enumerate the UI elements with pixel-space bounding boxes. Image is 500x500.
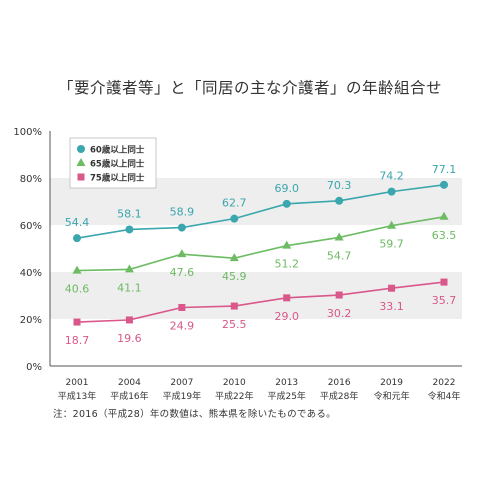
data-point	[283, 294, 291, 302]
chart-title: 「要介護者等」と「同居の主な介護者」の年齢組合せ	[57, 79, 442, 97]
data-point	[282, 240, 292, 249]
series-line	[76, 281, 445, 323]
data-point	[124, 264, 134, 273]
x-tick-sublabel: 令和4年	[428, 390, 461, 402]
x-tick-sublabel: 平成28年	[320, 390, 358, 402]
data-point	[335, 196, 344, 205]
x-tick-label: 2010	[223, 378, 246, 388]
y-tick-label: 40%	[20, 268, 42, 279]
data-point	[73, 234, 81, 243]
data-label: 54.7	[327, 249, 352, 262]
data-label: 35.7	[432, 294, 457, 307]
y-tick-label: 0%	[26, 362, 42, 373]
x-tick-label: 2013	[275, 378, 298, 388]
x-tick-label: 2016	[328, 378, 351, 388]
data-label: 63.5	[432, 229, 457, 242]
data-label: 54.4	[65, 216, 90, 229]
x-tick-label: 2019	[380, 378, 403, 388]
data-label: 30.2	[327, 307, 352, 320]
data-point	[177, 223, 186, 232]
x-tick-sublabel: 平成25年	[267, 390, 305, 402]
data-label: 77.1	[432, 163, 457, 176]
data-label: 69.0	[274, 182, 299, 195]
data-point	[73, 318, 81, 326]
data-label: 41.1	[117, 281, 142, 294]
x-tick-sublabel: 平成13年	[58, 390, 96, 402]
data-label: 24.9	[170, 319, 195, 332]
series-line	[76, 215, 445, 272]
data-point	[230, 214, 239, 223]
data-label: 47.6	[170, 266, 195, 279]
data-label: 40.6	[65, 283, 90, 296]
data-point	[229, 253, 239, 262]
data-label: 74.2	[379, 170, 404, 183]
data-label: 58.1	[117, 207, 142, 220]
x-tick-label: 2007	[170, 378, 193, 388]
data-label: 25.5	[222, 318, 247, 331]
y-tick-label: 80%	[20, 174, 42, 185]
legend-marker	[76, 158, 86, 166]
legend-marker	[77, 145, 85, 153]
data-point	[387, 187, 396, 196]
x-tick-sublabel: 平成19年	[163, 390, 201, 402]
data-point	[125, 225, 134, 234]
footnote: 注：2016（平成28）年の数値は、熊本県を除いたものである。	[53, 409, 336, 420]
y-tick-label: 20%	[20, 315, 42, 326]
data-point	[440, 278, 448, 286]
legend-marker	[77, 173, 85, 181]
legend-label: 75歳以上同士	[90, 173, 145, 184]
data-point	[440, 180, 448, 189]
x-tick-label: 2022	[433, 378, 456, 388]
data-label: 58.9	[170, 206, 195, 219]
y-tick-label: 100%	[13, 127, 42, 138]
series-line	[76, 184, 445, 239]
data-label: 70.3	[327, 179, 352, 192]
data-label: 33.1	[379, 300, 404, 313]
x-tick-sublabel: 令和元年	[374, 390, 410, 402]
grid-band	[50, 272, 462, 319]
data-label: 18.7	[65, 334, 90, 347]
legend-label: 65歳以上同士	[90, 159, 145, 170]
data-label: 62.7	[222, 197, 247, 210]
y-tick-label: 60%	[20, 221, 42, 232]
data-label: 19.6	[117, 332, 142, 345]
x-tick-label: 2004	[118, 378, 141, 388]
data-label: 51.2	[274, 258, 299, 271]
data-point	[335, 291, 343, 299]
data-point	[282, 199, 291, 208]
x-tick-sublabel: 平成22年	[215, 390, 253, 402]
data-point	[388, 284, 396, 292]
legend-label: 60歳以上同士	[90, 145, 145, 156]
data-point	[178, 303, 186, 311]
data-point	[125, 316, 133, 324]
data-point	[334, 232, 344, 241]
x-tick-sublabel: 平成16年	[110, 390, 148, 402]
data-point	[387, 220, 397, 229]
data-label: 45.9	[222, 270, 247, 283]
data-point	[439, 211, 449, 220]
data-point	[177, 249, 187, 258]
data-label: 59.7	[379, 238, 404, 251]
data-point	[230, 302, 238, 310]
x-tick-label: 2001	[66, 378, 89, 388]
data-label: 29.0	[274, 310, 299, 323]
data-point	[72, 265, 82, 274]
